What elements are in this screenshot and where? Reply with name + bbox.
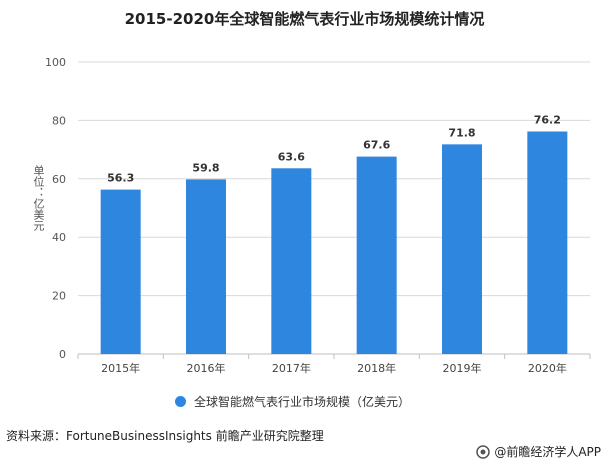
bar xyxy=(186,179,226,354)
y-tick-label: 100 xyxy=(45,56,66,69)
x-tick-label: 2020年 xyxy=(528,361,567,375)
brand-logo-icon xyxy=(476,444,491,459)
brand-credit: @前瞻经济学人APP xyxy=(476,443,601,460)
legend: 全球智能燃气表行业市场规模（亿美元） xyxy=(175,392,410,410)
y-tick-label: 60 xyxy=(52,173,66,186)
y-tick-label: 0 xyxy=(59,348,66,361)
bar xyxy=(442,144,482,354)
chart-title: 2015-2020年全球智能燃气表行业市场规模统计情况 xyxy=(124,10,485,28)
data-label: 63.6 xyxy=(278,150,305,163)
y-tick-label: 20 xyxy=(52,290,66,303)
data-label: 56.3 xyxy=(107,172,134,185)
source-note: 资料来源：FortuneBusinessInsights 前瞻产业研究院整理 xyxy=(6,429,324,443)
x-tick-label: 2019年 xyxy=(443,361,482,375)
data-label: 67.6 xyxy=(363,139,390,152)
x-tick-label: 2015年 xyxy=(101,361,140,375)
y-axis-label: 单位：亿美元 xyxy=(32,165,45,231)
brand-label: @前瞻经济学人APP xyxy=(494,445,601,459)
x-tick-label: 2016年 xyxy=(187,361,226,375)
bar xyxy=(100,189,141,354)
legend-label: 全球智能燃气表行业市场规模（亿美元） xyxy=(194,394,411,409)
bar xyxy=(356,156,397,354)
data-label: 71.8 xyxy=(448,126,475,139)
data-label: 59.8 xyxy=(192,161,219,174)
bar xyxy=(271,168,312,354)
legend-marker xyxy=(175,395,186,407)
y-tick-label: 80 xyxy=(52,114,66,127)
data-label: 76.2 xyxy=(534,113,561,126)
x-tick-label: 2018年 xyxy=(357,361,396,375)
bar xyxy=(527,131,568,354)
y-tick-label: 40 xyxy=(52,231,66,244)
x-tick-label: 2017年 xyxy=(272,361,311,375)
